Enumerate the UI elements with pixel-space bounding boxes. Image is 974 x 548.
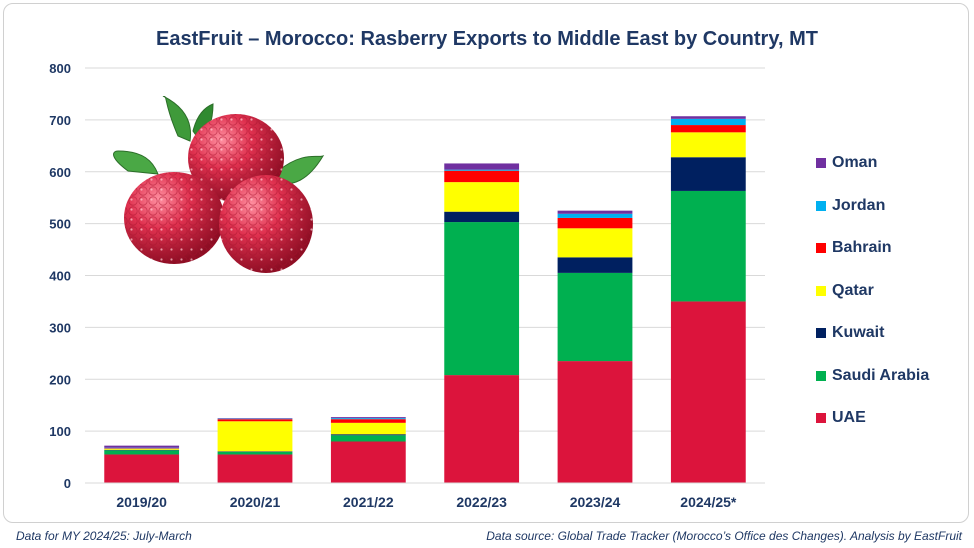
bar-segment-kuwait-3 xyxy=(444,211,520,223)
bar-segment-qatar-5 xyxy=(670,132,746,158)
y-tick-label: 0 xyxy=(64,476,71,491)
berry-right xyxy=(219,175,313,273)
bar-segment-qatar-2 xyxy=(330,422,406,435)
y-tick-label: 400 xyxy=(49,269,71,284)
legend-swatch xyxy=(816,200,826,211)
x-tick-label: 2022/23 xyxy=(456,494,507,510)
bar-segment-uae-2 xyxy=(330,441,406,483)
bar-segment-jordan-1 xyxy=(217,418,293,420)
legend-item-saudi-arabia: Saudi Arabia xyxy=(816,355,966,398)
legend-label: UAE xyxy=(832,409,866,427)
bar-segment-uae-4 xyxy=(557,361,633,483)
bar-segment-bahrain-4 xyxy=(557,217,633,229)
bar-segment-qatar-0 xyxy=(104,448,180,450)
x-tick-label: 2023/24 xyxy=(570,494,621,510)
bars xyxy=(104,116,746,483)
bar-segment-oman-2 xyxy=(330,417,406,419)
bar-segment-oman-4 xyxy=(557,210,633,214)
y-tick-label: 300 xyxy=(49,320,71,335)
bar-segment-bahrain-3 xyxy=(444,170,520,183)
footnote-source: Data source: Global Trade Tracker (Moroc… xyxy=(486,529,962,543)
legend-item-qatar: Qatar xyxy=(816,270,966,313)
x-tick-label: 2021/22 xyxy=(343,494,394,510)
legend-item-kuwait: Kuwait xyxy=(816,312,966,355)
y-tick-label: 200 xyxy=(49,372,71,387)
legend-label: Oman xyxy=(832,154,878,172)
bar-segment-oman-3 xyxy=(444,163,520,170)
bar-segment-bahrain-0 xyxy=(104,448,180,449)
bar-segment-uae-5 xyxy=(670,301,746,483)
bar-segment-bahrain-5 xyxy=(670,125,746,133)
x-tick-label: 2024/25* xyxy=(680,494,737,510)
bar-segment-qatar-1 xyxy=(217,421,293,452)
bar-segment-oman-5 xyxy=(670,116,746,119)
legend-item-uae: UAE xyxy=(816,397,966,440)
berry-left xyxy=(124,172,224,264)
bar-segment-saudi-arabia-5 xyxy=(670,190,746,302)
x-tick-label: 2020/21 xyxy=(230,494,281,510)
bar-segment-uae-0 xyxy=(104,454,180,483)
bar-segment-jordan-5 xyxy=(670,118,746,126)
x-axis-ticks: 2019/20 2020/21 2021/22 2022/23 2023/24 2024/… xyxy=(116,494,737,510)
legend-swatch xyxy=(816,243,826,254)
bar-segment-saudi-arabia-1 xyxy=(217,451,293,455)
legend-label: Jordan xyxy=(832,196,886,214)
bar-segment-saudi-arabia-0 xyxy=(104,450,180,455)
y-tick-label: 100 xyxy=(49,424,71,439)
y-tick-label: 700 xyxy=(49,113,71,128)
bar-segment-uae-1 xyxy=(217,454,293,483)
y-tick-label: 800 xyxy=(49,61,71,76)
bar-segment-saudi-arabia-2 xyxy=(330,435,406,442)
bar-segment-kuwait-1 xyxy=(217,451,293,452)
bar-segment-bahrain-2 xyxy=(330,419,406,423)
bar-segment-oman-1 xyxy=(217,418,293,419)
legend-swatch xyxy=(816,370,826,381)
bar-segment-qatar-4 xyxy=(557,228,633,258)
bar-segment-saudi-arabia-4 xyxy=(557,272,633,362)
legend-swatch xyxy=(816,328,826,339)
bar-segment-jordan-4 xyxy=(557,213,633,218)
y-tick-label: 500 xyxy=(49,217,71,232)
bar-segment-uae-3 xyxy=(444,375,520,483)
bar-segment-kuwait-4 xyxy=(557,257,633,273)
bar-segment-jordan-2 xyxy=(330,418,406,420)
bar-segment-bahrain-1 xyxy=(217,419,293,422)
legend-swatch xyxy=(816,158,826,169)
x-tick-label: 2019/20 xyxy=(116,494,167,510)
bar-segment-kuwait-5 xyxy=(670,157,746,191)
bar-segment-jordan-3 xyxy=(444,169,520,171)
raspberries-illustration xyxy=(113,96,325,273)
chart-title: EastFruit – Morocco: Rasberry Exports to… xyxy=(156,28,818,50)
bar-segment-jordan-0 xyxy=(104,447,180,449)
legend-swatch xyxy=(816,285,826,296)
y-tick-label: 600 xyxy=(49,165,71,180)
y-axis-ticks: 0 100 200 300 400 500 600 700 800 xyxy=(49,61,71,491)
legend-swatch xyxy=(816,413,826,424)
legend-label: Qatar xyxy=(832,281,874,299)
legend-label: Saudi Arabia xyxy=(832,366,930,384)
bar-segment-kuwait-2 xyxy=(330,434,406,436)
legend-item-jordan: Jordan xyxy=(816,185,966,228)
legend-label: Kuwait xyxy=(832,324,885,342)
bar-segment-kuwait-0 xyxy=(104,449,180,451)
bar-segment-saudi-arabia-3 xyxy=(444,222,520,376)
legend-item-oman: Oman xyxy=(816,142,966,185)
legend-item-bahrain: Bahrain xyxy=(816,227,966,270)
footnote-left: Data for MY 2024/25: July-March xyxy=(16,529,192,543)
legend-label: Bahrain xyxy=(832,239,892,257)
bar-segment-qatar-3 xyxy=(444,182,520,212)
legend: Oman Jordan Bahrain Qatar Kuwait Saudi Arabia… xyxy=(816,142,966,440)
bar-segment-oman-0 xyxy=(104,445,180,448)
